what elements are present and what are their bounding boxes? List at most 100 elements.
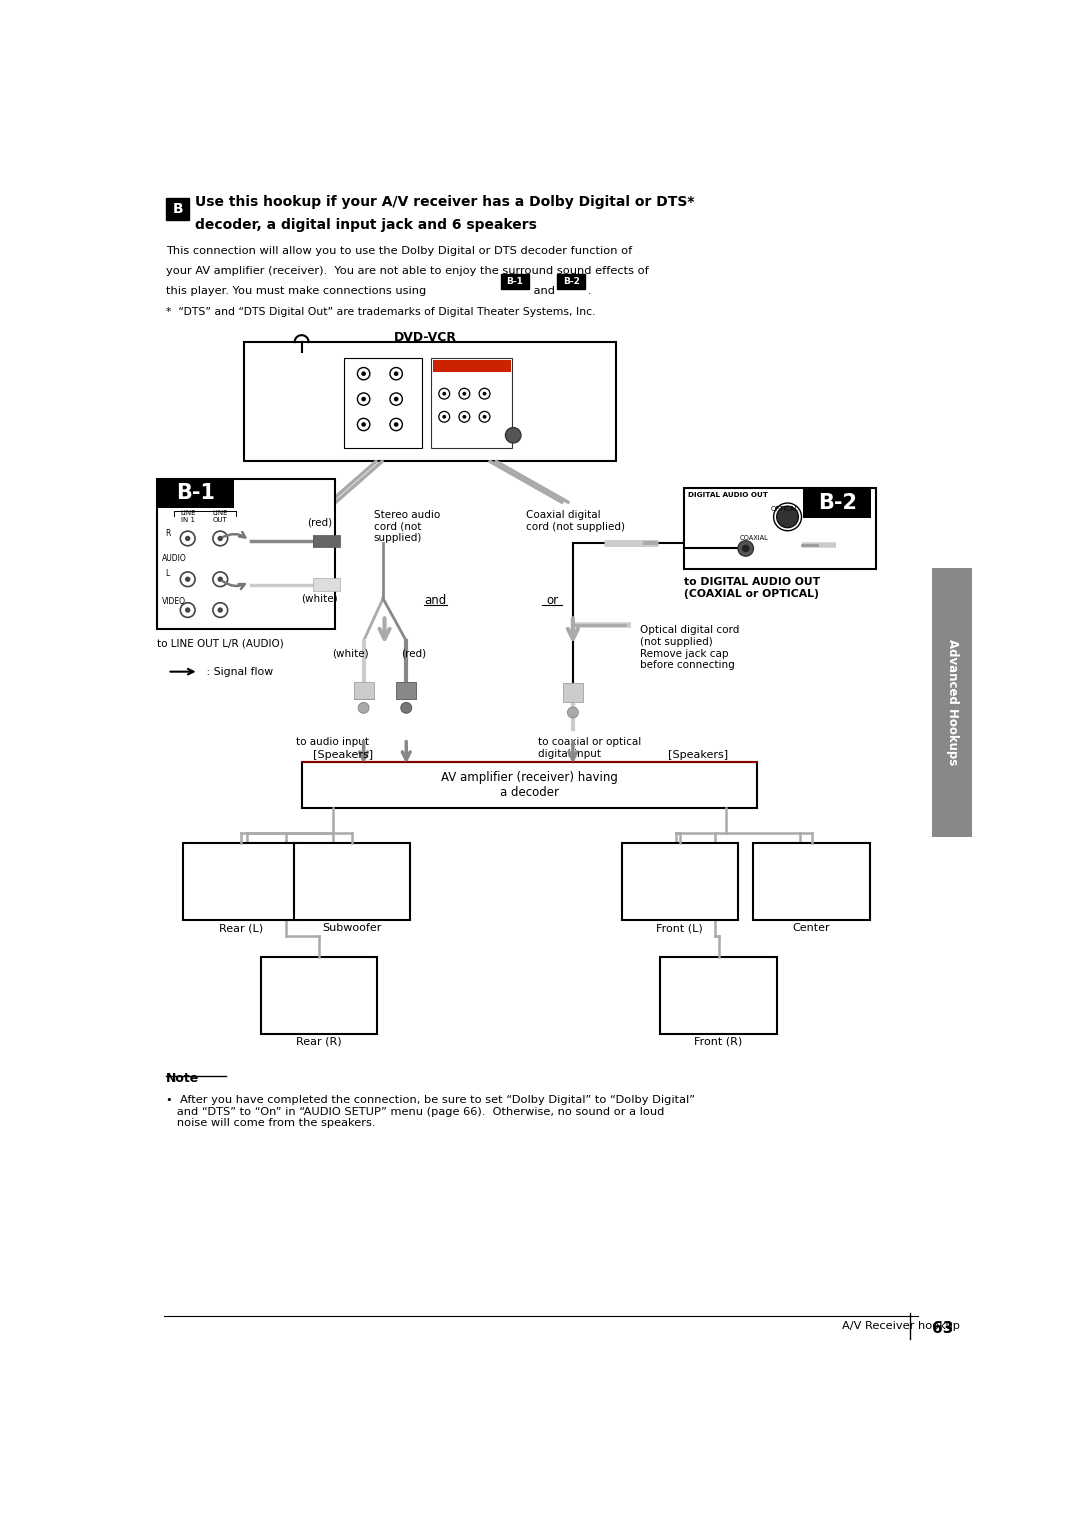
- Text: or: or: [545, 593, 558, 607]
- Circle shape: [742, 544, 750, 552]
- Text: to DIGITAL AUDIO OUT
(COAXIAL or OPTICAL): to DIGITAL AUDIO OUT (COAXIAL or OPTICAL…: [684, 576, 820, 598]
- Text: Front (L): Front (L): [657, 924, 703, 933]
- Bar: [301, 761, 757, 807]
- Text: AV amplifier (receiver) having
a decoder: AV amplifier (receiver) having a decoder: [441, 771, 618, 798]
- Text: Stereo audio
cord (not
supplied): Stereo audio cord (not supplied): [374, 511, 440, 543]
- Text: LINE: LINE: [213, 511, 228, 515]
- Text: Rear (R): Rear (R): [296, 1037, 341, 1047]
- Bar: [157, 479, 335, 630]
- Circle shape: [213, 531, 228, 546]
- Circle shape: [180, 572, 195, 587]
- Text: .: .: [588, 286, 591, 297]
- Circle shape: [185, 576, 190, 583]
- Circle shape: [394, 396, 399, 402]
- Bar: [501, 274, 529, 289]
- Text: AUDIO: AUDIO: [162, 553, 187, 563]
- Text: DIGITAL AUDIO OUT: DIGITAL AUDIO OUT: [688, 492, 768, 498]
- Text: B-2: B-2: [818, 492, 856, 514]
- Text: *  “DTS” and “DTS Digital Out” are trademarks of Digital Theater Systems, Inc.: * “DTS” and “DTS Digital Out” are tradem…: [166, 307, 595, 318]
- Circle shape: [185, 607, 190, 613]
- Circle shape: [438, 388, 449, 399]
- Circle shape: [390, 367, 403, 379]
- Circle shape: [362, 396, 366, 402]
- Text: this player. You must make connections using: this player. You must make connections u…: [166, 286, 427, 297]
- Circle shape: [483, 414, 486, 419]
- Bar: [313, 578, 340, 590]
- Bar: [353, 682, 374, 699]
- Bar: [243, 342, 616, 462]
- Circle shape: [738, 541, 754, 557]
- Text: IN 1: IN 1: [180, 517, 194, 523]
- Text: (red): (red): [402, 648, 427, 659]
- Circle shape: [438, 411, 449, 422]
- Circle shape: [357, 419, 369, 431]
- Circle shape: [483, 391, 486, 396]
- Text: : Signal flow: : Signal flow: [203, 667, 273, 677]
- Text: Optical digital cord
(not supplied)
Remove jack cap
before connecting: Optical digital cord (not supplied) Remo…: [640, 625, 740, 670]
- Text: (red): (red): [307, 518, 332, 528]
- Text: VIDEO: VIDEO: [162, 596, 186, 605]
- Circle shape: [462, 391, 467, 396]
- Text: Coaxial digital
cord (not supplied): Coaxial digital cord (not supplied): [526, 511, 625, 532]
- Bar: [622, 844, 738, 920]
- Circle shape: [217, 576, 222, 583]
- Circle shape: [480, 411, 490, 422]
- Circle shape: [567, 706, 578, 717]
- Bar: [557, 274, 585, 289]
- Bar: [433, 359, 511, 372]
- Circle shape: [362, 422, 366, 427]
- Bar: [166, 199, 189, 220]
- Text: your AV amplifier (receiver).  You are not able to enjoy the surround sound effe: your AV amplifier (receiver). You are no…: [166, 266, 649, 275]
- Bar: [754, 844, 869, 920]
- Text: B-2: B-2: [563, 277, 580, 286]
- Text: to audio input: to audio input: [296, 737, 369, 748]
- Circle shape: [401, 702, 411, 713]
- Text: A/V Receiver hookup: A/V Receiver hookup: [841, 1321, 960, 1330]
- Circle shape: [777, 506, 798, 528]
- Text: Center: Center: [793, 924, 831, 933]
- Circle shape: [180, 602, 195, 618]
- Circle shape: [357, 367, 369, 379]
- Text: Note: Note: [166, 1072, 199, 1086]
- Text: B: B: [173, 202, 183, 216]
- Text: to LINE OUT L/R (AUDIO): to LINE OUT L/R (AUDIO): [157, 639, 283, 648]
- Circle shape: [459, 388, 470, 399]
- Circle shape: [217, 535, 222, 541]
- Bar: [313, 535, 340, 547]
- Circle shape: [480, 388, 490, 399]
- Bar: [431, 358, 512, 448]
- Bar: [396, 682, 416, 699]
- Text: 63: 63: [932, 1321, 954, 1336]
- Bar: [661, 957, 777, 1034]
- Circle shape: [394, 372, 399, 376]
- Circle shape: [185, 535, 190, 541]
- Circle shape: [180, 531, 195, 546]
- Text: and: and: [424, 593, 447, 607]
- Bar: [294, 844, 410, 920]
- Text: R: R: [165, 529, 171, 538]
- Text: Front (R): Front (R): [694, 1037, 743, 1047]
- Bar: [345, 358, 422, 448]
- Text: Advanced Hookups: Advanced Hookups: [946, 639, 959, 766]
- Circle shape: [462, 414, 467, 419]
- Text: [Speakers]: [Speakers]: [669, 751, 728, 760]
- Circle shape: [394, 422, 399, 427]
- Text: Rear (L): Rear (L): [219, 924, 264, 933]
- Bar: [157, 479, 234, 508]
- Text: LINE: LINE: [180, 511, 195, 515]
- Text: and: and: [530, 286, 558, 297]
- Text: B-1: B-1: [507, 277, 523, 286]
- Circle shape: [505, 428, 521, 443]
- Circle shape: [390, 393, 403, 405]
- Circle shape: [359, 702, 369, 713]
- Text: to coaxial or optical
digital input: to coaxial or optical digital input: [538, 737, 642, 758]
- Text: [Speakers]: [Speakers]: [313, 751, 374, 760]
- Circle shape: [357, 393, 369, 405]
- Bar: [684, 488, 876, 569]
- Text: COAXIAL: COAXIAL: [740, 535, 768, 541]
- Bar: [932, 567, 972, 838]
- Text: Use this hookup if your A/V receiver has a Dolby Digital or DTS*: Use this hookup if your A/V receiver has…: [195, 196, 694, 209]
- Text: Subwoofer: Subwoofer: [322, 924, 381, 933]
- Text: DVD-VCR: DVD-VCR: [394, 330, 457, 344]
- Circle shape: [213, 602, 228, 618]
